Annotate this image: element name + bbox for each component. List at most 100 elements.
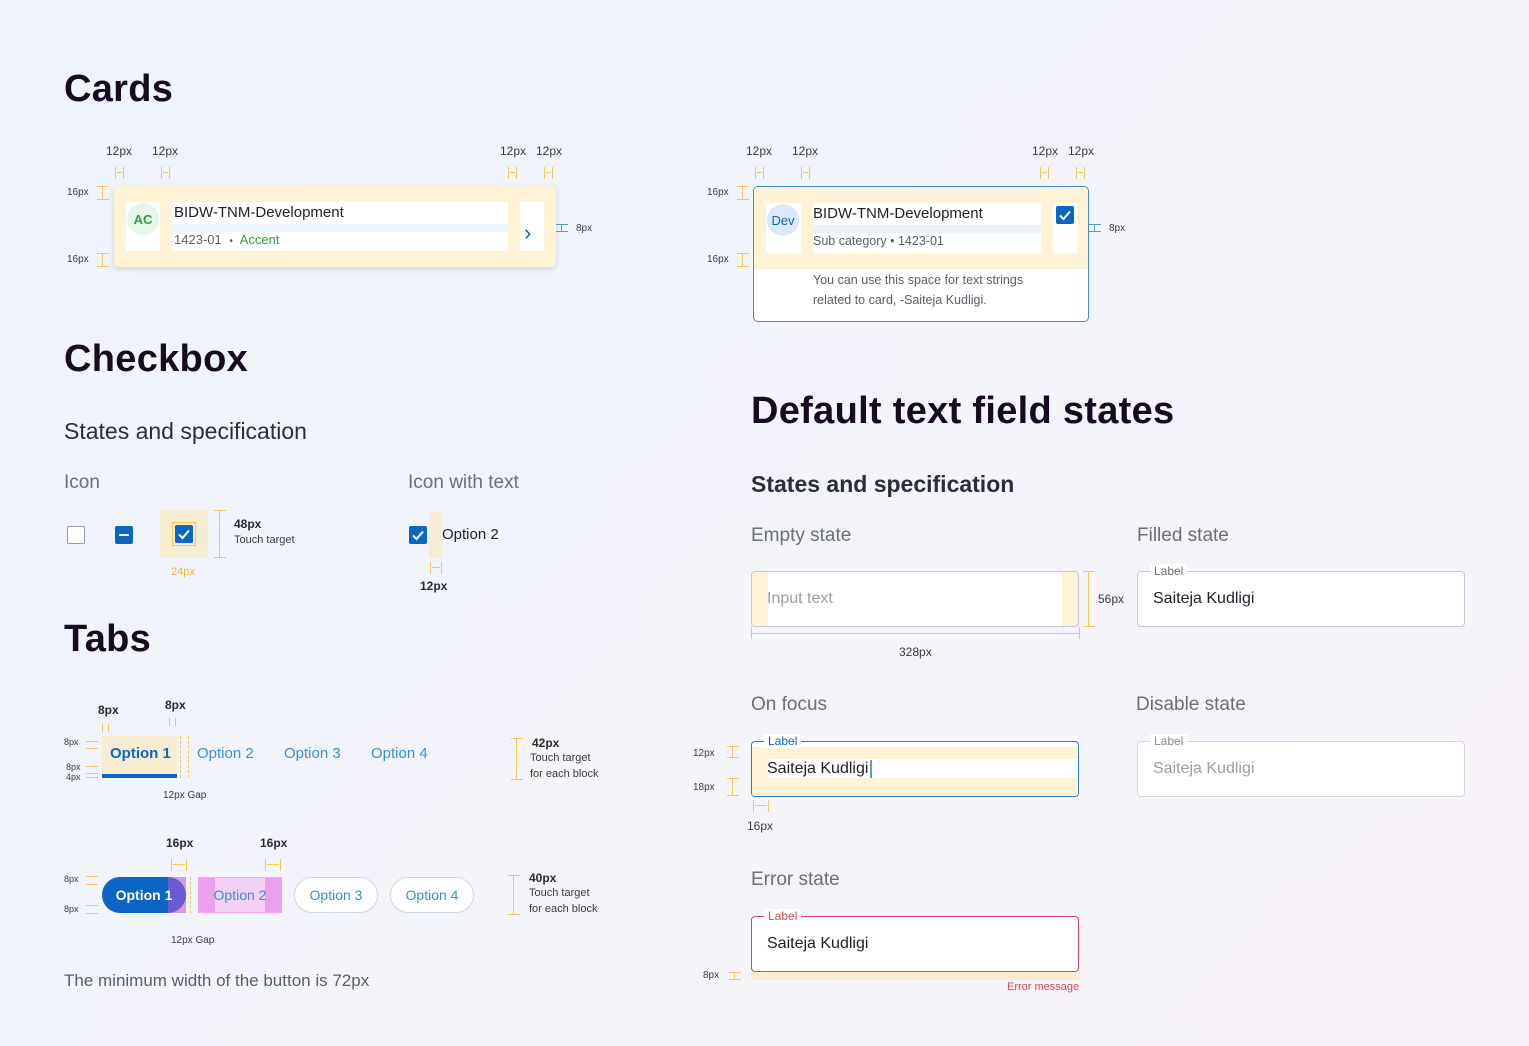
dim-label: for each block: [530, 768, 599, 780]
spacing-marker: [729, 972, 741, 980]
card-body: You can use this space for text strings …: [813, 273, 1024, 307]
list-card[interactable]: AC BIDW-TNM-Development 1423-01 • Accent…: [114, 186, 556, 267]
dim-label: Touch target: [530, 752, 591, 764]
dim-label: 12px: [536, 144, 563, 158]
checkbox-checked[interactable]: [175, 525, 193, 543]
icon-with-text-label: Icon with text: [408, 472, 519, 493]
check-icon: [1059, 210, 1071, 221]
pill-tab-option-2[interactable]: Option 2: [198, 877, 282, 913]
spacing-marker: [265, 859, 281, 871]
tab-option-1[interactable]: Option 1: [110, 745, 171, 762]
tabs-heading: Tabs: [64, 618, 152, 660]
check-icon: [412, 530, 424, 541]
checkbox-subheading: States and specification: [64, 418, 307, 444]
dim-label: 12px: [693, 748, 715, 759]
tab-option-4[interactable]: Option 4: [371, 745, 428, 762]
field-value: Saiteja Kudligi: [767, 760, 873, 778]
field-value: Saiteja Kudligi: [1153, 590, 1255, 607]
card-meta: 1423-01 • Accent: [174, 232, 280, 247]
field-label: Label: [1150, 564, 1188, 578]
dim-label: 8px: [64, 904, 79, 914]
dim-label: 12px: [792, 144, 819, 158]
checkbox-checked[interactable]: [1056, 206, 1074, 224]
dim-label: 8px: [1109, 223, 1126, 234]
dim-label: 16px: [707, 254, 729, 265]
dim-label: 12px Gap: [163, 790, 207, 801]
dim-label: 40px: [529, 871, 557, 885]
spacing-marker: [214, 510, 226, 558]
checkbox-heading: Checkbox: [64, 338, 249, 380]
spacing-marker: [727, 778, 739, 796]
dim-label: 8px: [703, 970, 720, 981]
pill-tab-option-4[interactable]: Option 4: [390, 877, 474, 913]
spacing-marker: [97, 186, 109, 200]
spacing-marker: [97, 253, 109, 267]
icon-label: Icon: [64, 472, 100, 493]
selected-card[interactable]: Dev BIDW-TNM-Development Sub category • …: [753, 186, 1089, 322]
error-message: Error message: [1007, 981, 1080, 993]
checkbox-unchecked[interactable]: [67, 526, 85, 544]
focused-text-field[interactable]: Label Saiteja Kudligi: [751, 734, 1079, 797]
checkbox-label: Option 2: [442, 526, 499, 543]
spacing-marker: [508, 167, 517, 179]
dim-label: 16px: [707, 187, 729, 198]
dim-label: 12px: [106, 144, 133, 158]
textfield-subheading: States and specification: [751, 471, 1015, 497]
tab-option-2[interactable]: Option 2: [197, 745, 254, 762]
card-title: BIDW-TNM-Development: [174, 204, 344, 221]
dim-label: 16px: [747, 819, 774, 833]
spacing-marker: [556, 224, 568, 232]
dim-label: 24px: [171, 566, 195, 578]
pill-tab-option-1[interactable]: Option 1: [102, 877, 186, 913]
dim-label: 4px: [66, 772, 81, 782]
input-placeholder: Input text: [767, 590, 833, 607]
checkbox-indeterminate[interactable]: [115, 526, 133, 544]
min-width-note: The minimum width of the button is 72px: [64, 971, 370, 990]
dim-label: 8px: [64, 737, 79, 747]
spacing-marker: [1083, 571, 1095, 627]
spacing-marker: [115, 167, 124, 179]
dim-label: 16px: [260, 836, 288, 850]
focus-state-label: On focus: [751, 694, 828, 715]
dim-label: 42px: [532, 736, 560, 750]
avatar: AC: [127, 203, 159, 235]
dim-label: 8px: [66, 762, 81, 772]
dim-label: 56px: [1098, 592, 1125, 606]
error-state-label: Error state: [751, 869, 840, 890]
spacing-marker: [171, 859, 187, 871]
spacing-marker: [430, 562, 442, 574]
spacing-marker: [737, 186, 749, 200]
tab-active-indicator: [102, 774, 177, 778]
dim-label: 328px: [899, 645, 932, 659]
dim-label: 12px Gap: [171, 935, 215, 946]
tab-option-3[interactable]: Option 3: [284, 745, 341, 762]
disabled-text-field: Label Saiteja Kudligi: [1137, 734, 1465, 797]
field-label: Label: [1150, 734, 1188, 748]
empty-text-field[interactable]: Input text: [751, 571, 1079, 627]
filled-text-field[interactable]: Label Saiteja Kudligi: [1137, 564, 1465, 627]
field-value: Saiteja Kudligi: [767, 935, 869, 952]
error-text-field[interactable]: Label Saiteja Kudligi: [751, 909, 1079, 972]
dim-label: 16px: [67, 254, 89, 265]
dim-label: 16px: [67, 187, 89, 198]
spacing-marker: [727, 746, 739, 758]
dim-label: for each block: [529, 903, 598, 915]
dim-label: 8px: [165, 698, 186, 712]
checkbox-checked[interactable]: [409, 526, 427, 544]
field-label: Label: [764, 734, 802, 748]
disabled-state-label: Disable state: [1136, 694, 1246, 715]
textfield-heading: Default text field states: [751, 390, 1175, 432]
spacing-marker: [737, 253, 749, 267]
empty-state-label: Empty state: [751, 525, 852, 546]
card-subtitle: Sub category • 1423-01: [813, 234, 944, 248]
dim-label: 18px: [693, 782, 715, 793]
pill-tab-option-3[interactable]: Option 3: [294, 877, 378, 913]
dim-label: 12px: [420, 579, 448, 593]
chevron-right-icon[interactable]: ›: [524, 220, 532, 245]
dim-label: 12px: [746, 144, 773, 158]
field-label: Label: [764, 909, 802, 923]
dim-label: 12px: [152, 144, 179, 158]
field-value: Saiteja Kudligi: [1153, 760, 1255, 777]
spacing-marker: [1040, 167, 1049, 179]
accent-label: Accent: [239, 232, 280, 247]
